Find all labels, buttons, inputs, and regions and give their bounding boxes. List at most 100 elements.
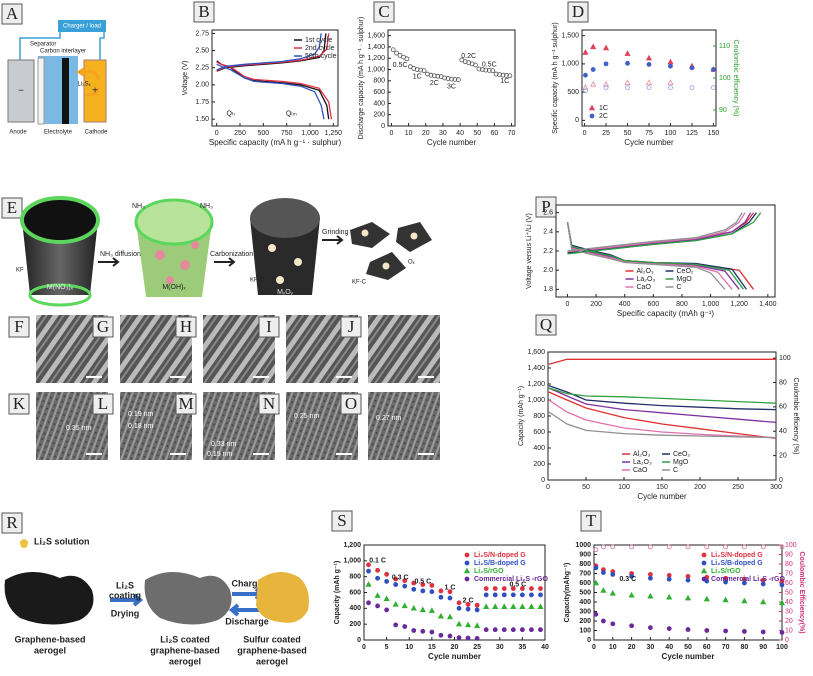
- panel-label: J: [348, 317, 355, 336]
- marker: [465, 621, 472, 628]
- particle: [361, 229, 369, 237]
- y-tick-label: 600: [349, 589, 361, 596]
- cylinder: [250, 218, 320, 295]
- aerogel: [256, 571, 309, 623]
- marker: [501, 627, 507, 633]
- marker: [483, 603, 490, 609]
- marker: [428, 607, 435, 613]
- micrograph: [368, 392, 440, 460]
- marker: [383, 595, 390, 602]
- x-axis-label: Cycle number: [427, 138, 477, 147]
- x-tick-label: 1,000: [301, 130, 319, 137]
- line: [548, 391, 777, 440]
- y-tick-label: 1,000: [561, 61, 579, 68]
- marker: [519, 586, 525, 591]
- marker: [689, 65, 695, 71]
- legend-label: C: [677, 284, 682, 291]
- panel-label: I: [266, 317, 272, 336]
- electrolyte-label: Electrolyte: [44, 130, 73, 136]
- panel-label-box: [8, 393, 30, 415]
- marker: [365, 581, 372, 587]
- marker: [404, 56, 410, 62]
- y-tick-label: 200: [373, 112, 385, 119]
- caption: graphene-based: [237, 645, 307, 655]
- arrow: [98, 257, 120, 267]
- marker: [667, 79, 674, 85]
- marker: [442, 75, 448, 81]
- x-tick-label: 0: [583, 130, 587, 137]
- marker: [589, 113, 595, 119]
- marker: [486, 67, 492, 73]
- x-tick-label: 90: [759, 644, 767, 651]
- marker: [590, 80, 597, 87]
- marker: [645, 79, 653, 85]
- marker: [392, 600, 399, 607]
- chart: Q0 50 100 150 200 250 30002004006008001,0001,2…: [518, 314, 799, 501]
- panel-label: N: [263, 394, 275, 413]
- x-tick-label: 0: [546, 484, 550, 491]
- marker: [420, 628, 426, 634]
- aerogel: [4, 571, 94, 625]
- marker: [529, 592, 534, 598]
- marker: [648, 544, 653, 550]
- x-tick-label: 20: [451, 644, 459, 651]
- marker: [483, 627, 489, 633]
- nh3-label: NH₃: [132, 203, 145, 210]
- marker: [366, 562, 371, 568]
- panel-label: D: [572, 2, 584, 21]
- marker: [583, 72, 588, 78]
- marker: [411, 628, 417, 633]
- y-tick-label: 500: [567, 89, 579, 96]
- marker: [742, 629, 747, 634]
- annotation: 3C: [447, 83, 456, 90]
- panel-label: P: [541, 197, 550, 216]
- x-tick-label: 40: [456, 130, 464, 137]
- legend-label: C: [673, 467, 678, 474]
- panel-label-box: [535, 314, 557, 336]
- panel-label: M: [178, 394, 193, 413]
- legend-label: 2C: [599, 113, 608, 120]
- marker: [375, 603, 380, 609]
- x-tick-label: 25: [602, 130, 610, 137]
- marker: [519, 603, 526, 609]
- marker: [474, 622, 481, 628]
- marker: [602, 44, 610, 51]
- y-axis-label: Discharge capacity (mA h g⁻¹ · sulphur): [358, 17, 365, 140]
- marker: [593, 611, 599, 617]
- marker: [593, 547, 599, 553]
- legend-label: 50th cycle: [305, 53, 337, 60]
- marker: [473, 62, 478, 68]
- marker: [447, 633, 453, 639]
- y-tick-label: 900: [579, 551, 591, 558]
- y2-tick-label: 80: [779, 379, 787, 386]
- panel-r: R Li₂S solution Li₂S coating Drying Char…: [1, 512, 309, 666]
- cylinder-top: [20, 196, 100, 244]
- marker: [474, 607, 480, 613]
- marker: [704, 628, 710, 633]
- caption: aerogel: [34, 645, 66, 655]
- y2-tick-label: 110: [719, 43, 730, 50]
- marker: [742, 580, 747, 586]
- marker: [507, 73, 513, 79]
- y2-tick-label: 40: [779, 428, 787, 435]
- x-tick-label: 30: [439, 130, 447, 137]
- marker: [645, 54, 653, 61]
- marker: [465, 635, 471, 641]
- annotation: 1C: [500, 78, 509, 85]
- marker: [609, 590, 616, 596]
- arrow: [214, 257, 236, 267]
- marker: [590, 67, 596, 72]
- marker: [538, 586, 543, 591]
- x-tick-label: 15: [428, 644, 436, 651]
- x-tick-label: 150: [656, 484, 668, 491]
- x-tick-label: 30: [496, 644, 504, 651]
- x-tick-label: 100: [776, 644, 788, 651]
- arrow: [110, 593, 144, 607]
- marker: [501, 603, 508, 609]
- step-label: Grinding: [322, 229, 349, 236]
- legend-label: MgO: [673, 459, 689, 466]
- marker: [429, 582, 435, 588]
- y-tick-label: 2.2: [543, 248, 553, 255]
- panel-label: Q: [540, 315, 552, 334]
- kf-label: KF: [16, 268, 24, 274]
